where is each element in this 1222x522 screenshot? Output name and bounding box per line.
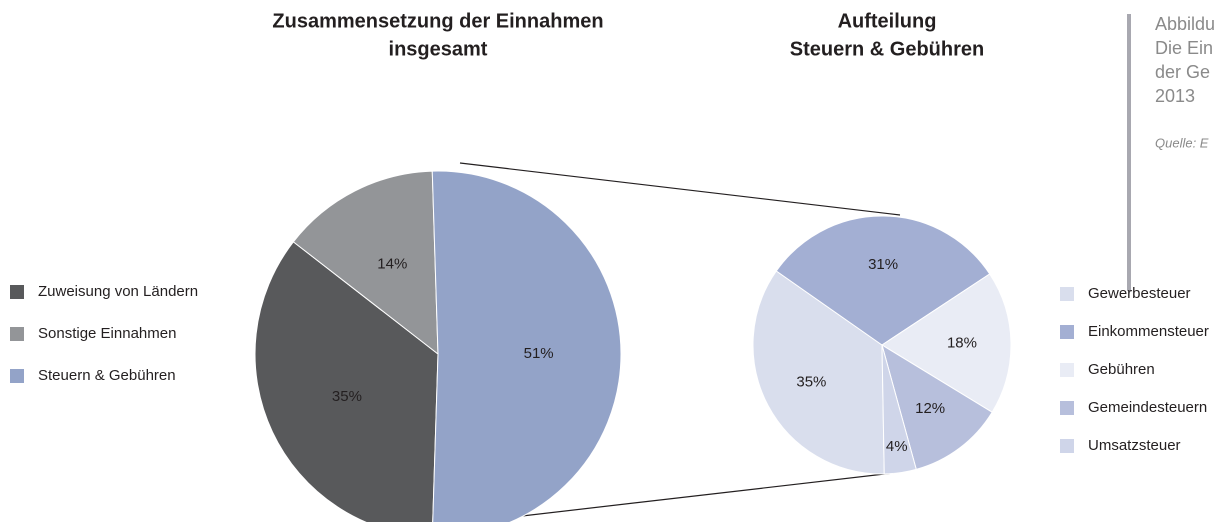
legend-swatch: [1060, 363, 1074, 377]
chart-title: Steuern & Gebühren: [790, 38, 984, 60]
data-label: 4%: [886, 438, 908, 455]
connector-line: [469, 471, 903, 522]
chart-title: insgesamt: [389, 38, 488, 60]
data-label: 31%: [868, 256, 898, 273]
legend-swatch: [1060, 287, 1074, 301]
data-label: 18%: [947, 335, 977, 352]
chart-title: Zusammensetzung der Einnahmen: [272, 10, 603, 32]
note-line: der Ge: [1155, 62, 1210, 82]
legend-swatch: [1060, 325, 1074, 339]
note-bar: [1127, 14, 1131, 291]
note-source: Quelle: E: [1155, 135, 1209, 150]
pie-slice: [881, 273, 1012, 413]
pie-slice: [775, 215, 991, 346]
pie-slice: [881, 344, 917, 475]
legend-label: Steuern & Gebühren: [38, 367, 176, 384]
pie-slice: [752, 270, 885, 475]
pie-slice: [431, 170, 622, 522]
data-label: 35%: [332, 388, 362, 405]
data-label: 14%: [377, 255, 407, 272]
pie-slice: [254, 241, 439, 522]
data-label: 35%: [796, 374, 826, 391]
data-label: 51%: [524, 345, 554, 362]
legend-swatch: [10, 285, 24, 299]
legend-label: Gewerbesteuer: [1088, 285, 1191, 302]
legend-swatch: [1060, 439, 1074, 453]
chart-title: Aufteilung: [838, 10, 937, 32]
legend-swatch: [10, 369, 24, 383]
legend-swatch: [10, 327, 24, 341]
legend-label: Zuweisung von Ländern: [38, 283, 198, 300]
pie-slice: [292, 170, 439, 356]
note-line: Abbildu: [1155, 14, 1215, 34]
note-line: 2013: [1155, 86, 1195, 106]
pie-slice: [881, 343, 993, 470]
legend-label: Gebühren: [1088, 361, 1155, 378]
legend-label: Sonstige Einnahmen: [38, 325, 176, 342]
legend-label: Umsatzsteuer: [1088, 437, 1181, 454]
legend-label: Einkommensteuer: [1088, 323, 1209, 340]
note-line: Die Ein: [1155, 38, 1213, 58]
legend-label: Gemeindesteuern: [1088, 399, 1207, 416]
connector-line: [459, 162, 901, 216]
legend-swatch: [1060, 401, 1074, 415]
data-label: 12%: [915, 400, 945, 417]
